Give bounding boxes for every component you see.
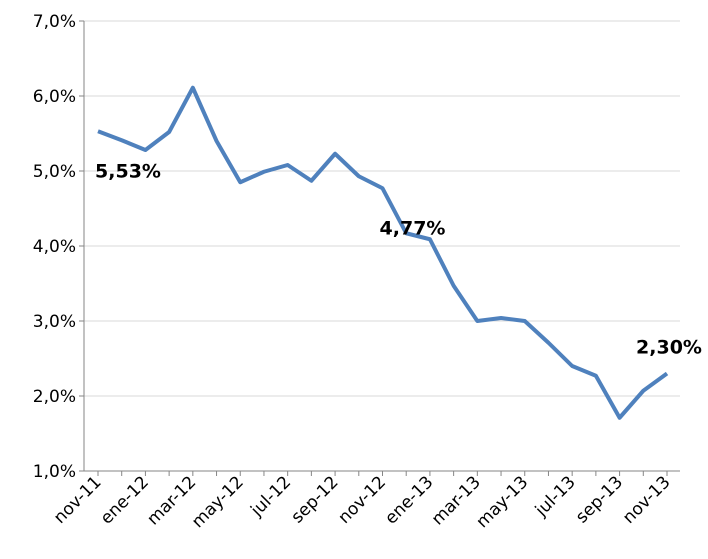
y-tick-label: 6,0% bbox=[33, 87, 76, 107]
x-tick-label: may-12 bbox=[188, 472, 248, 532]
x-tick-label: nov-13 bbox=[619, 472, 675, 528]
y-tick-label: 1,0% bbox=[33, 462, 76, 482]
data-label: 5,53% bbox=[95, 160, 161, 182]
y-tick-label: 2,0% bbox=[33, 387, 76, 407]
y-tick-label: 3,0% bbox=[33, 312, 76, 332]
data-label: 4,77% bbox=[380, 217, 446, 239]
x-tick-label: sep-12 bbox=[288, 472, 343, 527]
x-tick-label: may-13 bbox=[473, 472, 533, 532]
y-tick-label: 7,0% bbox=[33, 12, 76, 32]
line bbox=[97, 85, 669, 420]
y-tick-label: 4,0% bbox=[33, 237, 76, 257]
x-tick-label: sep-13 bbox=[572, 472, 627, 527]
data-label: 2,30% bbox=[636, 337, 702, 359]
x-tick-label: ene-12 bbox=[97, 472, 153, 528]
x-tick-label: nov-12 bbox=[334, 472, 390, 528]
y-tick-label: 5,0% bbox=[33, 162, 76, 182]
x-tick-label: ene-13 bbox=[381, 472, 437, 528]
